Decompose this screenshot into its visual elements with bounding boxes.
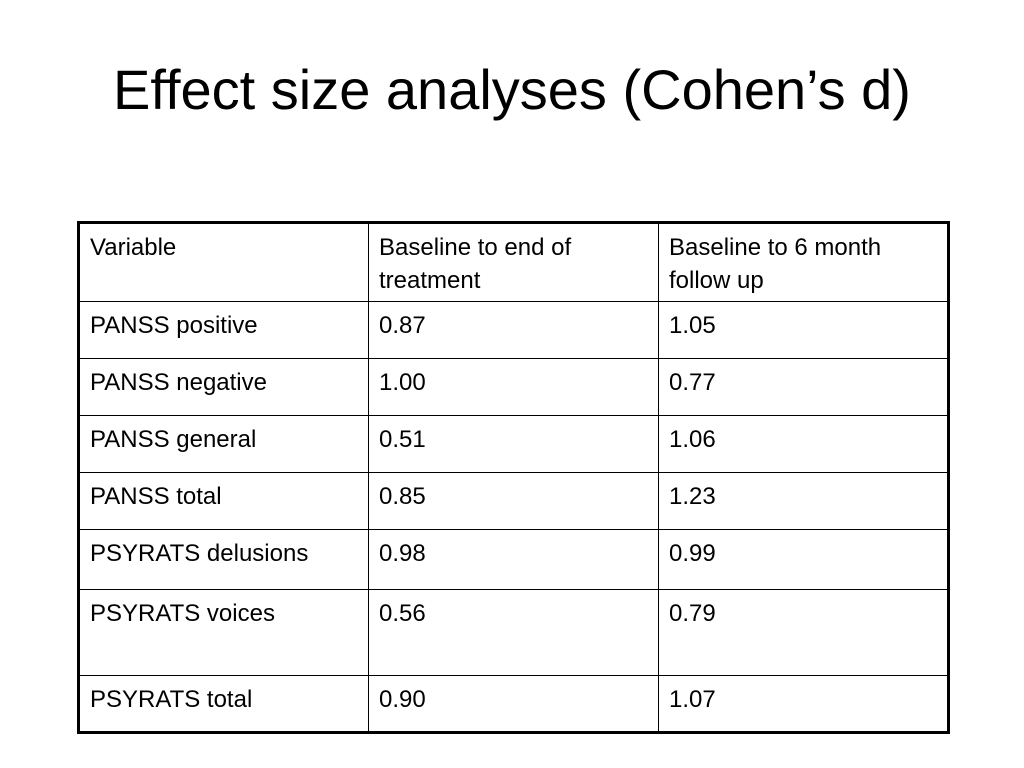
table-cell: 0.51: [368, 415, 659, 473]
table-row: PANSS general 0.51 1.06: [78, 415, 949, 473]
table-row: PSYRATS delusions 0.98 0.99: [78, 529, 949, 590]
table-row: PANSS positive 0.87 1.05: [78, 301, 949, 359]
header-cell: Baseline to 6 month follow up: [658, 222, 949, 302]
table-row: PSYRATS voices 0.56 0.79: [78, 589, 949, 676]
table-row: PSYRATS total 0.90 1.07: [78, 675, 949, 733]
header-cell: Baseline to end of treatment: [368, 222, 659, 302]
slide-title: Effect size analyses (Cohen’s d): [113, 58, 911, 121]
table-cell: 0.79: [658, 589, 949, 676]
table-cell: PANSS total: [78, 472, 369, 530]
table-cell: PSYRATS delusions: [78, 529, 369, 590]
table-row: PANSS total 0.85 1.23: [78, 472, 949, 530]
table-cell: 1.07: [658, 675, 949, 733]
table-cell: 0.87: [368, 301, 659, 359]
effect-size-table: Variable Baseline to end of treatment Base…: [77, 221, 950, 734]
table-cell: 0.90: [368, 675, 659, 733]
table-cell: PSYRATS voices: [78, 589, 369, 676]
header-cell: Variable: [78, 222, 369, 302]
table-cell: 1.05: [658, 301, 949, 359]
table-cell: 0.77: [658, 358, 949, 416]
table-cell: PANSS general: [78, 415, 369, 473]
table-cell: 1.23: [658, 472, 949, 530]
table-row: PANSS negative 1.00 0.77: [78, 358, 949, 416]
table-cell: 0.85: [368, 472, 659, 530]
table-cell: 0.99: [658, 529, 949, 590]
table-cell: PSYRATS total: [78, 675, 369, 733]
header-row: Variable Baseline to end of treatment Base…: [78, 222, 949, 302]
table-cell: 0.56: [368, 589, 659, 676]
table-cell: PANSS positive: [78, 301, 369, 359]
table-cell: 1.00: [368, 358, 659, 416]
table-cell: 0.98: [368, 529, 659, 590]
table-cell: PANSS negative: [78, 358, 369, 416]
table-cell: 1.06: [658, 415, 949, 473]
